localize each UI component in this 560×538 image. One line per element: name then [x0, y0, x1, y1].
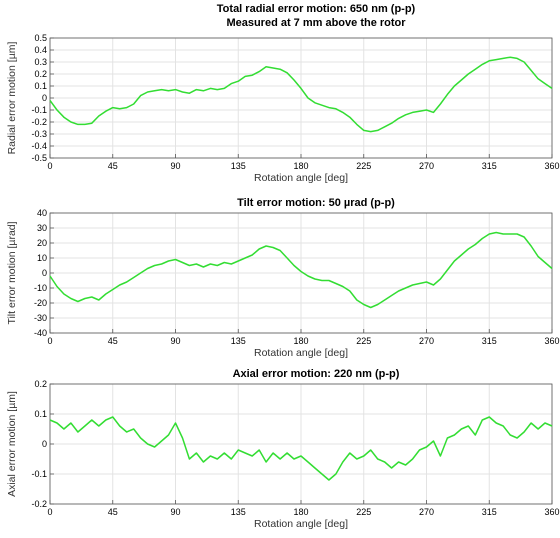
- x-tick-label: 225: [356, 336, 371, 346]
- chart-title: Axial error motion: 220 nm (p-p): [233, 368, 400, 380]
- y-tick-label: 30: [37, 223, 47, 233]
- x-tick-label: 180: [293, 336, 308, 346]
- y-tick-label: 0.4: [34, 45, 47, 55]
- y-tick-label: 0.1: [34, 81, 47, 91]
- y-tick-label: 0: [42, 93, 47, 103]
- chart-1: 0 45 90 135 180 225 270 315 360 -0.5 -0.4 -0.3 -0.2 -…: [6, 3, 560, 184]
- x-tick-label: 45: [108, 507, 118, 517]
- x-tick-label: 0: [47, 507, 52, 517]
- x-tick-label: 315: [482, 336, 497, 346]
- y-tick-label: 20: [37, 238, 47, 248]
- y-tick-label: -0.1: [31, 469, 47, 479]
- y-tick-label: -0.2: [31, 499, 47, 509]
- x-tick-label: 90: [170, 336, 180, 346]
- y-tick-label: -0.2: [31, 117, 47, 127]
- x-tick-label: 135: [231, 336, 246, 346]
- y-tick-label: 40: [37, 208, 47, 218]
- x-tick-label: 180: [293, 161, 308, 171]
- x-tick-label: 360: [544, 161, 559, 171]
- x-tick-label: 225: [356, 161, 371, 171]
- x-tick-label: 45: [108, 161, 118, 171]
- y-tick-label: -0.4: [31, 141, 47, 151]
- chart-2: 0 45 90 135 180 225 270 315 360 -40 -30 -20 -10 0 10 20…: [6, 197, 560, 359]
- x-tick-label: 180: [293, 507, 308, 517]
- chart-title: Measured at 7 mm above the rotor: [226, 17, 406, 29]
- series-line: [49, 56, 553, 133]
- series-line: [49, 416, 553, 481]
- x-tick-label: 90: [170, 161, 180, 171]
- x-tick-label: 315: [482, 507, 497, 517]
- x-axis-label: Rotation angle [deg]: [254, 347, 348, 359]
- chart-3: 0 45 90 135 180 225 270 315 360 -0.2 -0.1 0 0.1 0.2 Ax…: [6, 368, 560, 530]
- y-axis-label: Axial error motion [µm]: [6, 391, 18, 497]
- y-tick-label: -0.1: [31, 105, 47, 115]
- y-tick-label: 0: [42, 439, 47, 449]
- y-tick-label: 0: [42, 268, 47, 278]
- x-tick-label: 0: [47, 336, 52, 346]
- x-tick-label: 0: [47, 161, 52, 171]
- y-tick-label: -10: [34, 283, 47, 293]
- y-tick-label: -0.3: [31, 129, 47, 139]
- y-tick-label: 0.3: [34, 57, 47, 67]
- y-tick-label: 0.5: [34, 33, 47, 43]
- y-tick-label: -0.5: [31, 153, 47, 163]
- charts: 0 45 90 135 180 225 270 315 360 -0.5 -0.4 -0.3 -0.2 -…: [6, 3, 560, 530]
- x-axis-label: Rotation angle [deg]: [254, 172, 348, 184]
- x-tick-label: 315: [482, 161, 497, 171]
- y-axis-label: Tilt error motion [µrad]: [6, 221, 18, 324]
- x-tick-label: 90: [170, 507, 180, 517]
- x-tick-label: 225: [356, 507, 371, 517]
- series-line: [49, 231, 553, 309]
- x-tick-label: 135: [231, 507, 246, 517]
- y-tick-label: -20: [34, 298, 47, 308]
- chart-title: Tilt error motion: 50 µrad (p-p): [237, 197, 395, 209]
- y-tick-label: -40: [34, 328, 47, 338]
- y-tick-label: 10: [37, 253, 47, 263]
- x-tick-label: 135: [231, 161, 246, 171]
- y-tick-label: 0.2: [34, 379, 47, 389]
- y-axis-label: Radial error motion [µm]: [6, 42, 18, 155]
- x-tick-label: 360: [544, 507, 559, 517]
- x-tick-label: 45: [108, 336, 118, 346]
- x-tick-label: 270: [419, 507, 434, 517]
- x-tick-label: 360: [544, 336, 559, 346]
- x-axis-label: Rotation angle [deg]: [254, 518, 348, 530]
- x-tick-label: 270: [419, 336, 434, 346]
- y-tick-label: -30: [34, 313, 47, 323]
- x-tick-label: 270: [419, 161, 434, 171]
- y-tick-label: 0.1: [34, 409, 47, 419]
- y-tick-label: 0.2: [34, 69, 47, 79]
- chart-title: Total radial error motion: 650 nm (p-p): [217, 3, 416, 15]
